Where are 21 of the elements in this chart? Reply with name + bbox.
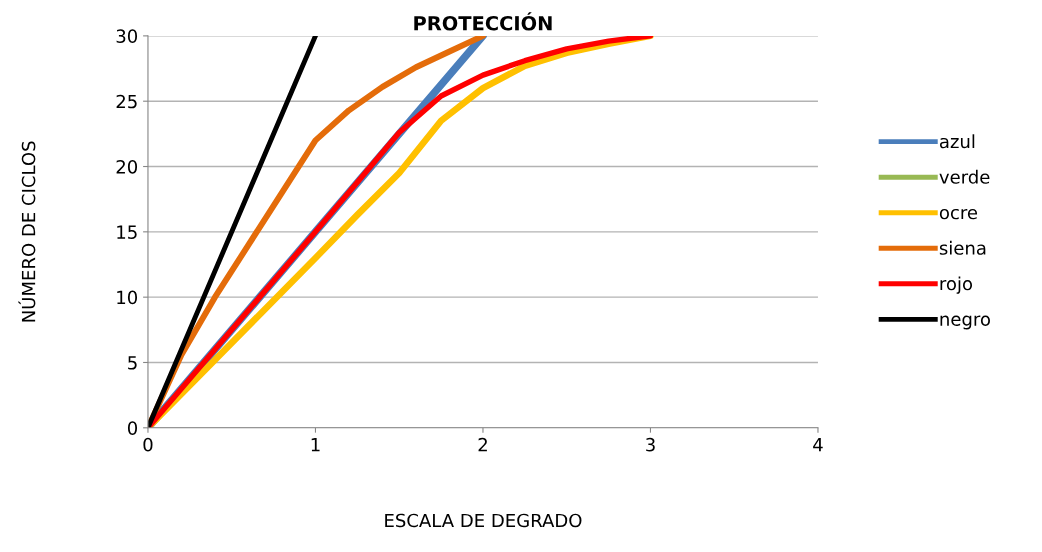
x-tick-label: 1 [311, 438, 320, 452]
legend-label: siena [939, 240, 986, 255]
y-axis-title: NÚMERO DE CICLOS [18, 141, 36, 322]
y-tick-label: 10 [117, 290, 138, 305]
y-tick-label: 25 [116, 94, 137, 109]
y-tick-label: 20 [116, 159, 138, 174]
legend-label: ocre [939, 208, 978, 220]
y-tick-label: 30 [116, 29, 138, 43]
x-axis-title: ESCALA DE DEGRADO [385, 513, 582, 528]
x-tick-label: 3 [646, 437, 655, 452]
legend-label: azul [939, 134, 975, 149]
legend-label: rojo [940, 276, 973, 294]
legend-label: verde [939, 169, 990, 184]
x-tick-label: 4 [813, 438, 823, 452]
y-tick-label: 5 [128, 356, 137, 370]
x-tick-label: 0 [143, 437, 153, 452]
x-tick-label: 2 [478, 437, 487, 452]
legend-label: negro [940, 315, 990, 330]
chart-title: PROTECCIÓN [414, 12, 552, 31]
y-tick-label: 0 [127, 421, 138, 435]
y-tick-label: 15 [117, 225, 137, 239]
